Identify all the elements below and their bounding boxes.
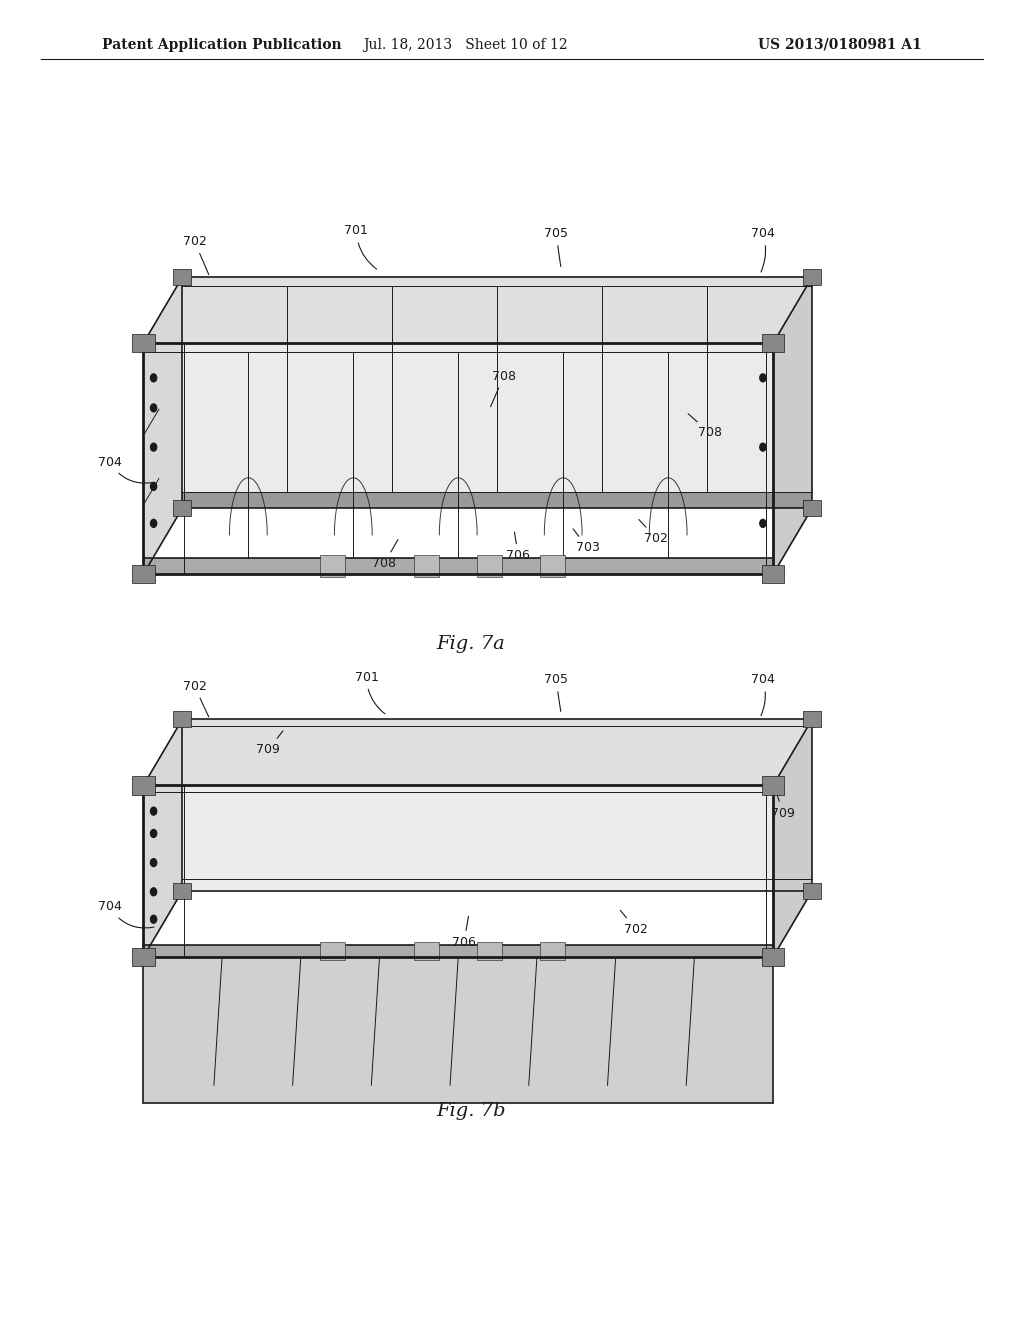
Text: 709: 709	[256, 731, 283, 756]
Text: 708: 708	[688, 413, 722, 440]
Text: 701: 701	[354, 671, 385, 714]
Bar	[173, 883, 191, 899]
Bar	[762, 565, 784, 583]
Polygon shape	[143, 277, 182, 574]
Text: Fig. 7a: Fig. 7a	[436, 635, 506, 653]
Bar	[803, 883, 821, 899]
Bar	[415, 556, 439, 577]
Circle shape	[151, 807, 157, 814]
Bar	[173, 711, 191, 727]
Text: 702: 702	[182, 680, 209, 717]
Circle shape	[151, 888, 157, 896]
Text: 705: 705	[544, 673, 568, 711]
Text: 704: 704	[97, 900, 154, 928]
Circle shape	[151, 520, 157, 528]
Bar	[762, 948, 784, 966]
Bar	[803, 269, 821, 285]
Circle shape	[151, 483, 157, 491]
Text: 708: 708	[372, 540, 398, 570]
Bar	[173, 500, 191, 516]
Polygon shape	[143, 558, 773, 574]
Circle shape	[151, 915, 157, 923]
Bar	[132, 565, 155, 583]
Text: 709: 709	[771, 795, 796, 820]
Bar	[477, 556, 502, 577]
Text: 708: 708	[490, 370, 516, 407]
Bar	[132, 948, 155, 966]
Bar	[541, 942, 565, 960]
Polygon shape	[773, 277, 812, 574]
Text: 706: 706	[506, 532, 530, 562]
Text: 703: 703	[573, 529, 600, 554]
Bar	[541, 556, 565, 577]
Polygon shape	[143, 945, 773, 957]
Polygon shape	[773, 719, 812, 957]
Text: Patent Application Publication: Patent Application Publication	[102, 38, 342, 51]
Circle shape	[151, 374, 157, 381]
Bar	[173, 269, 191, 285]
Polygon shape	[143, 277, 812, 343]
Bar	[415, 942, 439, 960]
Circle shape	[151, 858, 157, 866]
Text: 706: 706	[452, 916, 476, 949]
Circle shape	[151, 829, 157, 837]
Text: US 2013/0180981 A1: US 2013/0180981 A1	[758, 38, 922, 51]
Bar	[762, 776, 784, 795]
Text: 702: 702	[182, 235, 209, 275]
Bar	[803, 711, 821, 727]
Text: 702: 702	[621, 911, 648, 936]
Bar	[319, 556, 344, 577]
Text: 701: 701	[344, 224, 377, 269]
Polygon shape	[182, 277, 812, 508]
Bar	[477, 942, 502, 960]
Circle shape	[760, 520, 766, 528]
Text: Jul. 18, 2013   Sheet 10 of 12: Jul. 18, 2013 Sheet 10 of 12	[364, 38, 568, 51]
Circle shape	[760, 444, 766, 451]
Text: Fig. 7b: Fig. 7b	[436, 1102, 506, 1121]
Text: 704: 704	[751, 673, 775, 715]
Text: 702: 702	[639, 520, 669, 545]
Bar	[132, 334, 155, 352]
Polygon shape	[143, 957, 773, 1102]
Bar	[319, 942, 344, 960]
Polygon shape	[143, 719, 182, 957]
Bar	[762, 334, 784, 352]
Polygon shape	[182, 492, 812, 508]
Bar	[803, 500, 821, 516]
Text: 705: 705	[544, 227, 568, 267]
Circle shape	[151, 444, 157, 451]
Text: 704: 704	[97, 455, 154, 483]
Polygon shape	[143, 719, 812, 785]
Circle shape	[760, 374, 766, 381]
Circle shape	[151, 404, 157, 412]
Polygon shape	[182, 719, 812, 891]
Text: 704: 704	[751, 227, 775, 272]
Bar	[132, 776, 155, 795]
